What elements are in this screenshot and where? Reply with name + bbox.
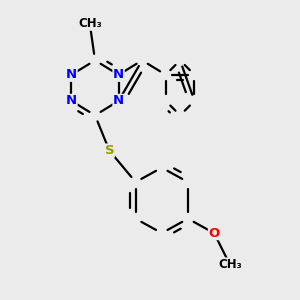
Text: N: N — [66, 94, 77, 107]
Text: N: N — [113, 68, 124, 81]
Text: N: N — [113, 94, 124, 107]
Text: N: N — [66, 68, 77, 81]
Text: O: O — [208, 226, 220, 240]
Text: S: S — [105, 144, 114, 157]
Text: CH₃: CH₃ — [78, 17, 102, 30]
Text: CH₃: CH₃ — [218, 258, 242, 271]
